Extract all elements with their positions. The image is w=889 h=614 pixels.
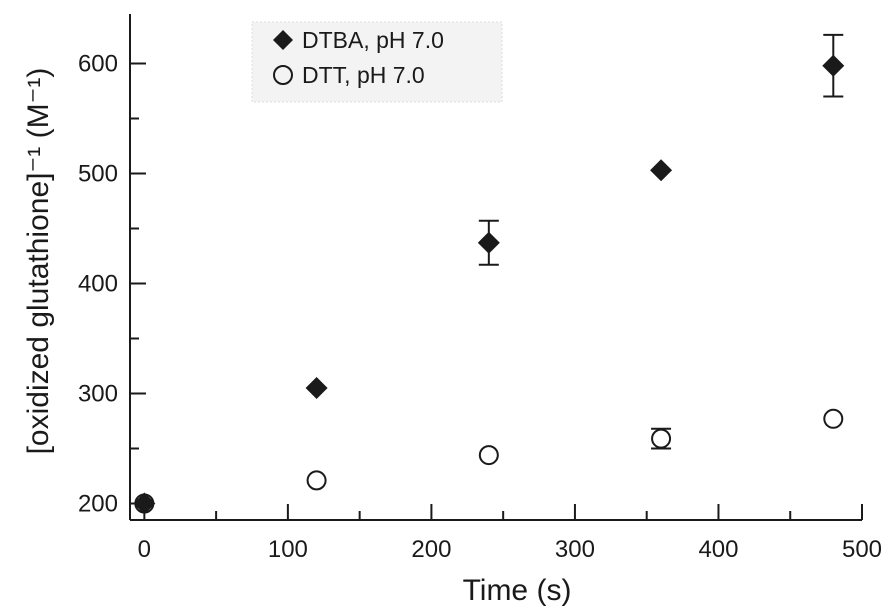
y-tick-label: 400 [78,271,118,298]
x-tick-label: 0 [138,536,151,563]
error-bars [478,33,844,450]
x-tick-label: 300 [555,536,595,563]
dtba-point [477,231,500,254]
x-tick-label: 200 [411,536,451,563]
legend-box [251,21,503,103]
dtt-point [306,470,327,491]
legend-marker-dtba [273,30,293,50]
x-tick-label: 500 [842,536,882,563]
y-axis-title: [oxidized glutathione]⁻¹ (M⁻¹) [22,68,55,455]
y-tick-label: 300 [78,381,118,408]
legend-label-dtt: DTT, pH 7.0 [302,62,425,88]
y-tick-label: 200 [78,491,118,518]
legend-label-dtba: DTBA, pH 7.0 [302,27,444,53]
axes: 0 100 200 300 400 500 200 300 400 500 600 [78,14,882,563]
dtba-point [305,377,328,399]
legend: DTBA, pH 7.0 DTT, pH 7.0 [251,21,503,103]
dtba-point [133,492,156,515]
x-tick-label: 100 [268,536,308,563]
x-tick-label: 400 [698,536,738,563]
data-points [133,54,845,515]
dtt-point [651,428,672,449]
dtba-point [650,159,673,182]
y-tick-label: 600 [78,51,118,78]
dtba-point [822,54,845,77]
dtt-point [823,408,844,429]
y-tick-label: 500 [78,161,118,188]
legend-marker-dtt [273,65,293,85]
x-axis-title: Time (s) [463,574,572,607]
dtt-point [478,445,499,466]
